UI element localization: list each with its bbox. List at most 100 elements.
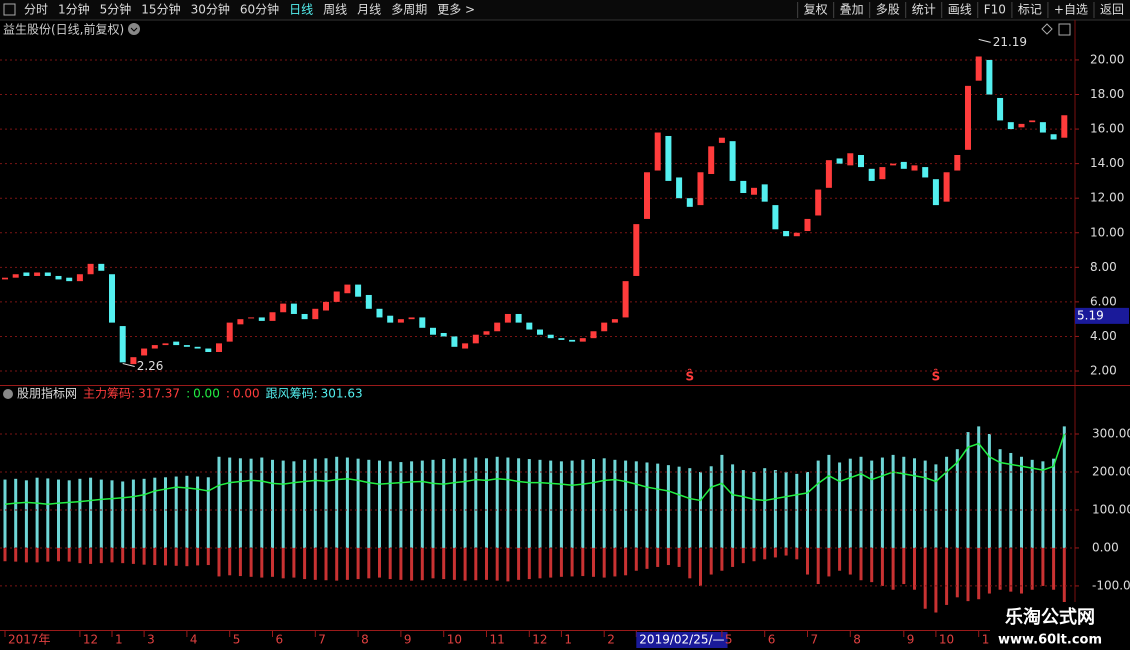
bar [645, 547, 649, 569]
toolbar-item[interactable]: 更多 > [437, 3, 475, 17]
candle-body [344, 284, 351, 294]
candle-body [205, 348, 212, 352]
bar [442, 459, 446, 548]
bar [89, 547, 93, 564]
bar [891, 454, 895, 548]
toolbar-item[interactable]: 15分钟 [141, 2, 180, 17]
title-dropdown[interactable] [128, 23, 140, 35]
chart-title: 益生股份(日线,前复权) [3, 22, 124, 37]
candle-body [858, 154, 864, 168]
bar [592, 459, 595, 548]
bar [816, 547, 820, 585]
indicator-title: 股朋指标网 [17, 386, 77, 401]
toolbar-item[interactable]: 统计 [912, 3, 936, 17]
bar [581, 547, 585, 577]
x-tick-label: 12 [83, 633, 98, 647]
candle-body [1039, 122, 1046, 133]
bar [313, 458, 317, 548]
toolbar-item[interactable]: 周线 [323, 3, 347, 17]
y-tick-label: 8.00 [1090, 260, 1117, 274]
bar [217, 456, 221, 548]
toolbar-item[interactable]: 标记 [1018, 3, 1042, 17]
toolbar-item[interactable]: +自选 [1054, 3, 1088, 17]
bar [859, 547, 863, 581]
y-tick-label: 0.00 [1092, 540, 1119, 554]
bar [217, 547, 221, 577]
toolbar-item[interactable]: 叠加 [840, 3, 864, 17]
candle-body [825, 160, 832, 188]
bar [688, 547, 692, 579]
bar [645, 462, 649, 548]
bar [987, 547, 991, 594]
indicator-dropdown[interactable] [3, 389, 13, 399]
bar [998, 547, 1002, 590]
diamond-icon[interactable] [1041, 23, 1053, 35]
candle-body [590, 331, 597, 339]
toolbar-item[interactable]: 60分钟 [240, 2, 279, 17]
bar [613, 459, 617, 548]
candle-body [547, 334, 554, 339]
toolbar-item[interactable]: F10 [984, 3, 1006, 17]
toolbar-item[interactable]: 多周期 [391, 3, 427, 17]
toolbar-item[interactable]: 分时 [24, 3, 48, 17]
bar [923, 460, 927, 548]
toolbar-item[interactable]: 画线 [948, 3, 972, 17]
candle-body [868, 168, 875, 181]
candle-body [718, 137, 725, 143]
bar [752, 547, 756, 562]
bar [955, 547, 959, 598]
candle-body [611, 319, 618, 323]
panel-icon[interactable] [1058, 23, 1071, 36]
y-tick-label: 16.00 [1090, 122, 1124, 136]
toolbar-item[interactable]: 复权 [804, 3, 828, 17]
candle-body [34, 272, 41, 276]
bar [14, 547, 18, 562]
candle-body [44, 272, 51, 276]
bar [634, 547, 638, 571]
candle-body [87, 263, 94, 275]
candle-body [601, 322, 608, 332]
readout-value: 301.63 [321, 387, 363, 401]
bar [345, 547, 349, 580]
candle-body [98, 263, 105, 271]
bar [485, 458, 488, 548]
bar [549, 547, 553, 578]
bar [634, 461, 638, 548]
bar [281, 460, 285, 548]
bar [1030, 459, 1034, 548]
candle-body [697, 172, 704, 206]
bar [838, 462, 842, 548]
bar [827, 454, 831, 548]
candle-body [965, 85, 971, 150]
menu-icon[interactable] [3, 3, 16, 16]
bar [902, 547, 906, 585]
toolbar-item[interactable]: 月线 [357, 3, 381, 17]
candle-body [451, 336, 458, 347]
x-tick-label: 3 [147, 633, 155, 647]
toolbar-item[interactable]: 5分钟 [100, 2, 132, 17]
bar [763, 547, 767, 560]
candle-body [622, 281, 629, 318]
bar [795, 547, 799, 560]
candle-body [237, 319, 244, 325]
y-tick-label: 18.00 [1090, 87, 1124, 101]
toolbar-item[interactable]: 多股 [876, 3, 900, 17]
toolbar-item[interactable]: 1分钟 [58, 2, 90, 17]
bar [271, 459, 274, 548]
bar [463, 547, 467, 581]
candle-body [772, 205, 779, 230]
bar [121, 547, 125, 564]
candle-body [997, 97, 1004, 121]
candle-body [515, 313, 522, 323]
y-tick-label: -100.00 [1092, 578, 1130, 592]
readout-label: 主力筹码: [83, 387, 135, 401]
toolbar-item[interactable]: 30分钟 [191, 2, 230, 17]
bar [880, 457, 884, 548]
bar [35, 547, 39, 563]
candle-body [130, 357, 137, 365]
bar [420, 547, 424, 581]
low-pointer [122, 363, 135, 367]
toolbar-item[interactable]: 日线 [289, 3, 313, 17]
y-tick-label: 6.00 [1090, 294, 1117, 308]
toolbar-item[interactable]: 返回 [1100, 3, 1124, 17]
